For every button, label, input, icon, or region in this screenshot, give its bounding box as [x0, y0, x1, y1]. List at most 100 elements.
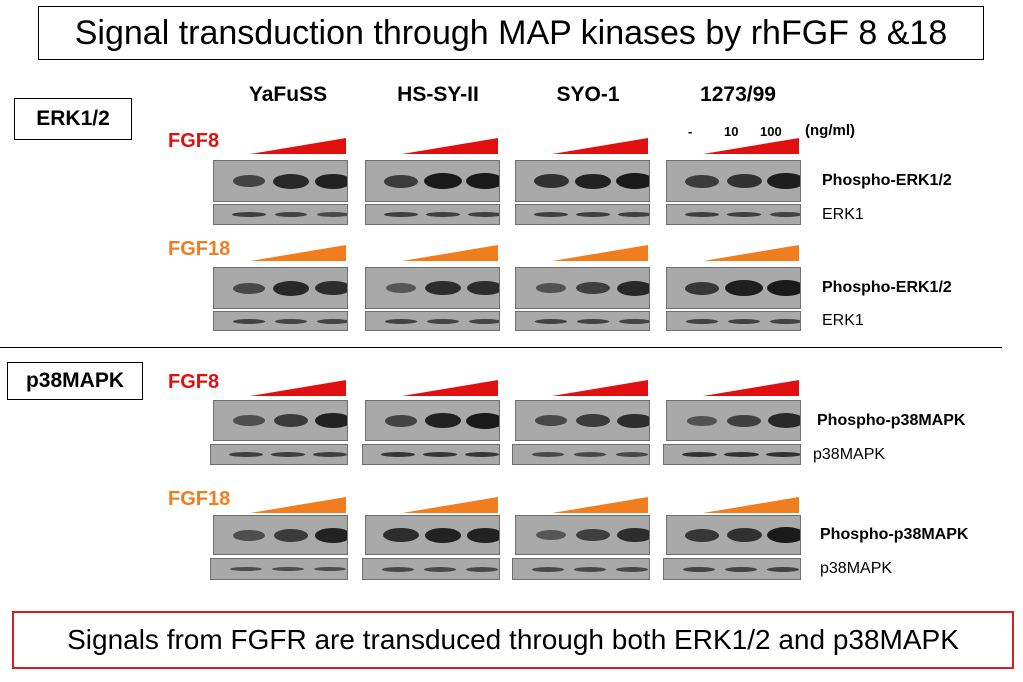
dose-gradient-wedge — [703, 380, 799, 396]
protein-band — [466, 412, 499, 429]
protein-band — [314, 527, 347, 543]
protein-band — [767, 280, 800, 296]
blot-panel — [663, 558, 801, 580]
protein-band — [315, 281, 347, 295]
blot-panel — [515, 311, 650, 331]
slide-title: Signal transduction through MAP kinases … — [38, 6, 984, 60]
blot-panel — [210, 558, 348, 580]
blot-panel — [365, 515, 500, 555]
protein-band — [466, 566, 498, 572]
dose-gradient-wedge — [552, 138, 648, 154]
protein-band — [468, 212, 499, 217]
protein-band — [385, 283, 417, 293]
blot-panel — [666, 267, 801, 309]
protein-band — [229, 452, 263, 457]
row-label-phospho-erk: Phospho-ERK1/2 — [822, 279, 952, 296]
blot-panel — [365, 204, 500, 225]
protein-band — [767, 413, 800, 428]
blot-panel — [362, 444, 500, 465]
protein-band — [532, 566, 564, 572]
protein-band — [618, 318, 649, 324]
protein-band — [314, 413, 347, 428]
protein-band — [685, 174, 719, 188]
blot-panel — [512, 444, 650, 465]
conc-level-0: - — [688, 124, 693, 139]
protein-band — [382, 566, 414, 572]
dose-gradient-wedge — [250, 138, 346, 154]
blot-panel — [365, 160, 500, 202]
protein-band — [425, 281, 461, 295]
protein-band — [424, 173, 462, 189]
protein-band — [271, 452, 305, 457]
blot-panel — [213, 311, 348, 331]
protein-band — [233, 282, 265, 294]
protein-band — [533, 174, 569, 188]
dose-gradient-wedge — [402, 497, 498, 513]
protein-band — [313, 452, 347, 457]
protein-band — [274, 318, 308, 324]
blot-panel — [515, 515, 650, 555]
section-label-erk: ERK1/2 — [14, 98, 132, 140]
protein-band — [767, 527, 800, 543]
protein-band — [616, 173, 649, 189]
protein-band — [727, 212, 761, 217]
protein-band — [233, 529, 265, 541]
treatment-label-fgf18: FGF18 — [168, 488, 231, 510]
protein-band — [684, 281, 720, 295]
protein-band — [617, 413, 649, 428]
blot-panel — [666, 515, 801, 555]
protein-band — [727, 318, 761, 324]
blot-panel — [666, 400, 801, 441]
protein-band — [574, 173, 612, 189]
section-divider — [0, 347, 1002, 348]
protein-band — [616, 566, 648, 572]
protein-band — [232, 175, 266, 187]
dose-gradient-wedge — [703, 138, 799, 154]
protein-band — [726, 174, 762, 188]
protein-band — [466, 173, 499, 189]
blot-panel — [213, 400, 348, 441]
blot-panel — [515, 267, 650, 309]
protein-band — [723, 452, 759, 457]
blot-panel — [213, 267, 348, 309]
treatment-label-fgf8: FGF8 — [168, 371, 220, 393]
row-label-erk1: ERK1 — [822, 312, 864, 329]
blot-panel — [666, 160, 801, 202]
protein-band — [727, 414, 761, 427]
protein-band — [682, 566, 716, 572]
protein-band — [314, 567, 346, 571]
protein-band — [274, 414, 308, 427]
dose-gradient-wedge — [402, 245, 498, 261]
protein-band — [576, 212, 610, 217]
dose-gradient-wedge — [552, 497, 648, 513]
dose-gradient-wedge — [552, 245, 648, 261]
blot-panel — [210, 444, 348, 465]
cell-line-1273-99: 1273/99 — [700, 83, 776, 106]
conc-level-100: 100 — [760, 124, 782, 139]
protein-band — [464, 452, 499, 457]
protein-band — [576, 282, 610, 294]
treatment-label-fgf18: FGF18 — [168, 238, 231, 260]
protein-band — [684, 528, 720, 542]
blot-panel — [362, 558, 500, 580]
protein-band — [725, 280, 763, 296]
protein-band — [384, 318, 418, 324]
section-label-p38: p38MAPK — [7, 362, 143, 400]
protein-band — [617, 528, 649, 542]
protein-band — [769, 318, 800, 324]
protein-band — [424, 566, 456, 572]
protein-band — [576, 318, 610, 324]
blot-panel — [365, 267, 500, 309]
row-label-p38: p38MAPK — [813, 445, 886, 463]
dose-gradient-wedge — [402, 380, 498, 396]
cell-line-hs-sy-ii: HS-SY-II — [397, 83, 479, 106]
conclusion-box: Signals from FGFR are transduced through… — [12, 611, 1014, 669]
protein-band — [532, 452, 564, 457]
protein-band — [534, 318, 568, 324]
protein-band — [424, 413, 462, 428]
row-label-phospho-erk: Phospho-ERK1/2 — [822, 172, 952, 189]
protein-band — [535, 415, 567, 426]
protein-band — [317, 212, 347, 217]
treatment-label-fgf8: FGF8 — [168, 130, 220, 152]
cell-line-yafuss: YaFuSS — [248, 83, 328, 106]
